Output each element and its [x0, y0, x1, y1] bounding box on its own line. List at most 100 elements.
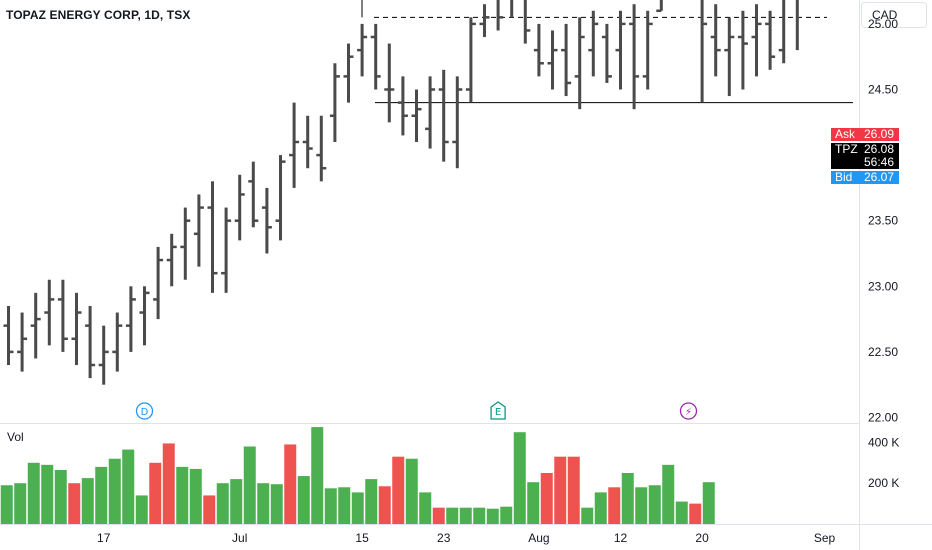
- ohlc-close-tick-40: [552, 48, 558, 52]
- earnings-glyph: E: [495, 407, 501, 418]
- price-tick-23.50: 23.50: [868, 214, 898, 228]
- last-value: 26.08: [864, 142, 895, 156]
- ohlc-bar-34: [469, 17, 473, 103]
- ohlc-open-tick-21: [289, 153, 295, 157]
- ohlc-open-tick-10: [139, 311, 145, 314]
- ohlc-open-tick-27: [370, 35, 376, 39]
- volume-bar-19: [257, 483, 270, 524]
- ohlc-open-tick-16: [221, 271, 227, 275]
- bar-countdown: 56:46: [831, 155, 900, 169]
- ohlc-bar-25: [347, 43, 350, 103]
- ohlc-close-tick-51: [702, 22, 708, 26]
- volume-bar-6: [81, 478, 94, 524]
- volume-bar-3: [41, 464, 54, 524]
- ohlc-close-tick-36: [498, 16, 504, 19]
- ohlc-close-tick-24: [334, 75, 340, 78]
- ohlc-open-tick-31: [425, 127, 431, 131]
- volume-tick-400: 400 K: [868, 435, 899, 449]
- volume-tick-200: 200 K: [868, 476, 899, 490]
- ohlc-open-tick-20: [275, 219, 281, 222]
- volume-bar-8: [108, 458, 121, 524]
- volume-bar-38: [513, 432, 526, 524]
- volume-bar-37: [500, 506, 513, 524]
- ohlc-open-tick-18: [248, 180, 254, 183]
- ohlc-bar-54: [741, 10, 745, 90]
- volume-bar-22: [297, 476, 310, 524]
- currency-selector[interactable]: CAD: [861, 2, 927, 28]
- volume-bar-40: [540, 473, 553, 524]
- ohlc-close-tick-21: [294, 140, 300, 144]
- ohlc-close-tick-20: [280, 160, 286, 163]
- ohlc-close-tick-34: [470, 22, 476, 26]
- ohlc-bar-5: [75, 292, 78, 366]
- ohlc-open-tick-8: [112, 350, 118, 354]
- volume-bar-13: [176, 466, 189, 524]
- ohlc-close-tick-22: [307, 147, 313, 150]
- volume-bar-17: [230, 479, 243, 524]
- volume-bar-47: [635, 487, 648, 524]
- volume-bar-43: [581, 507, 594, 524]
- ohlc-close-tick-54: [742, 42, 748, 45]
- ohlc-open-tick-34: [465, 88, 471, 91]
- ohlc-open-tick-43: [588, 48, 594, 52]
- ohlc-close-tick-0: [8, 350, 14, 354]
- ohlc-open-tick-17: [234, 219, 240, 222]
- ohlc-close-tick-56: [770, 55, 776, 58]
- ohlc-close-tick-19: [266, 226, 272, 229]
- ohlc-open-tick-19: [261, 206, 267, 209]
- ohlc-close-tick-46: [634, 75, 640, 78]
- ohlc-bar-47: [646, 10, 650, 90]
- volume-bar-2: [27, 462, 40, 524]
- ohlc-close-tick-14: [198, 206, 204, 209]
- ohlc-close-tick-35: [484, 16, 490, 19]
- ohlc-close-tick-23: [321, 166, 327, 170]
- time-tick-12: 12: [614, 531, 628, 545]
- ohlc-bar-57: [782, 0, 786, 64]
- volume-bar-46: [621, 473, 634, 524]
- ohlc-open-tick-29: [397, 101, 403, 104]
- price-tick-25.00: 25.00: [868, 17, 898, 31]
- ohlc-bar-48: [659, 0, 663, 11]
- ohlc-close-tick-11: [158, 258, 164, 262]
- ohlc-bar-36: [496, 0, 500, 31]
- volume-bar-32: [432, 507, 445, 524]
- ohlc-bar-58: [795, 0, 799, 51]
- volume-bar-28: [378, 486, 391, 524]
- ohlc-bar-33: [455, 76, 459, 169]
- time-tick-23: 23: [437, 531, 451, 545]
- ohlc-open-tick-52: [710, 35, 716, 39]
- ohlc-close-tick-10: [144, 291, 150, 295]
- ohlc-open-tick-2: [30, 324, 36, 327]
- ohlc-open-tick-56: [765, 22, 771, 26]
- ohlc-open-tick-41: [561, 48, 567, 52]
- ohlc-bar-15: [211, 181, 214, 293]
- ohlc-open-tick-57: [778, 48, 784, 52]
- ohlc-bar-19: [265, 187, 269, 254]
- volume-bar-10: [135, 495, 148, 524]
- ohlc-bar-46: [632, 4, 636, 110]
- ohlc-open-tick-23: [316, 153, 322, 157]
- countdown-value: 56:46: [864, 155, 895, 169]
- ohlc-bar-56: [768, 10, 772, 70]
- ohlc-bar-53: [727, 17, 731, 97]
- ohlc-open-tick-22: [302, 140, 308, 144]
- time-tick-Jul: Jul: [232, 531, 247, 545]
- ohlc-open-tick-12: [166, 258, 172, 262]
- ohlc-close-tick-7: [103, 350, 109, 354]
- ohlc-open-tick-39: [533, 48, 539, 52]
- ohlc-open-tick-14: [193, 232, 199, 236]
- ohlc-close-tick-27: [375, 75, 381, 78]
- price-tick-23.00: 23.00: [868, 279, 898, 293]
- time-tick-Aug: Aug: [528, 531, 549, 545]
- ohlc-bar-38: [523, 0, 527, 44]
- ohlc-close-tick-13: [185, 219, 191, 222]
- chart-title: TOPAZ ENERGY CORP, 1D, TSX: [6, 8, 191, 22]
- price-tick-24.50: 24.50: [868, 83, 898, 97]
- ohlc-close-tick-55: [756, 22, 762, 26]
- volume-bar-34: [459, 507, 472, 524]
- volume-bar-5: [68, 483, 81, 524]
- volume-bar-18: [243, 446, 256, 524]
- ohlc-open-tick-33: [452, 140, 458, 144]
- price-tick-22.50: 22.50: [868, 345, 898, 359]
